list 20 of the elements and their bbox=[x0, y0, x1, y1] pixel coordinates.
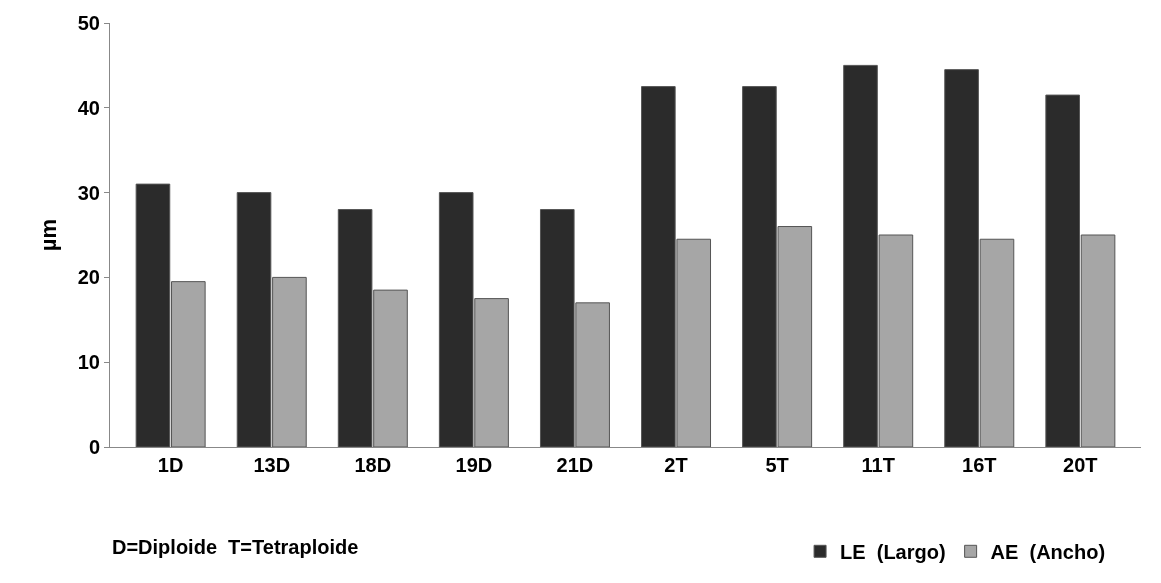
x-tick-label: 2T bbox=[664, 454, 688, 476]
y-tick-label: 20 bbox=[77, 266, 100, 289]
x-tick-label: 13D bbox=[253, 454, 291, 476]
y-tick-label: 40 bbox=[77, 96, 100, 119]
y-tick-label: 0 bbox=[88, 436, 100, 458]
x-tick-label: 21D bbox=[556, 454, 594, 476]
y-tick-label: 10 bbox=[77, 351, 100, 374]
legend-label: AE (Ancho) bbox=[990, 541, 1106, 564]
x-tick-label: 18D bbox=[354, 454, 392, 476]
legend-label: LE (Largo) bbox=[840, 541, 946, 564]
x-tick-label: 1D bbox=[157, 454, 184, 476]
y-tick-label: 50 bbox=[77, 12, 100, 34]
text: D=Diploide T=Tetraploide bbox=[112, 536, 359, 558]
x-tick-label: 20T bbox=[1063, 454, 1098, 476]
y-tick-label: 30 bbox=[77, 181, 100, 204]
x-tick-label: 19D bbox=[455, 454, 493, 476]
x-tick-label: 11T bbox=[861, 454, 895, 476]
x-tick-label: 16T bbox=[962, 454, 997, 476]
y-axis-title: µm bbox=[35, 218, 61, 252]
x-tick-label: 5T bbox=[765, 454, 789, 476]
